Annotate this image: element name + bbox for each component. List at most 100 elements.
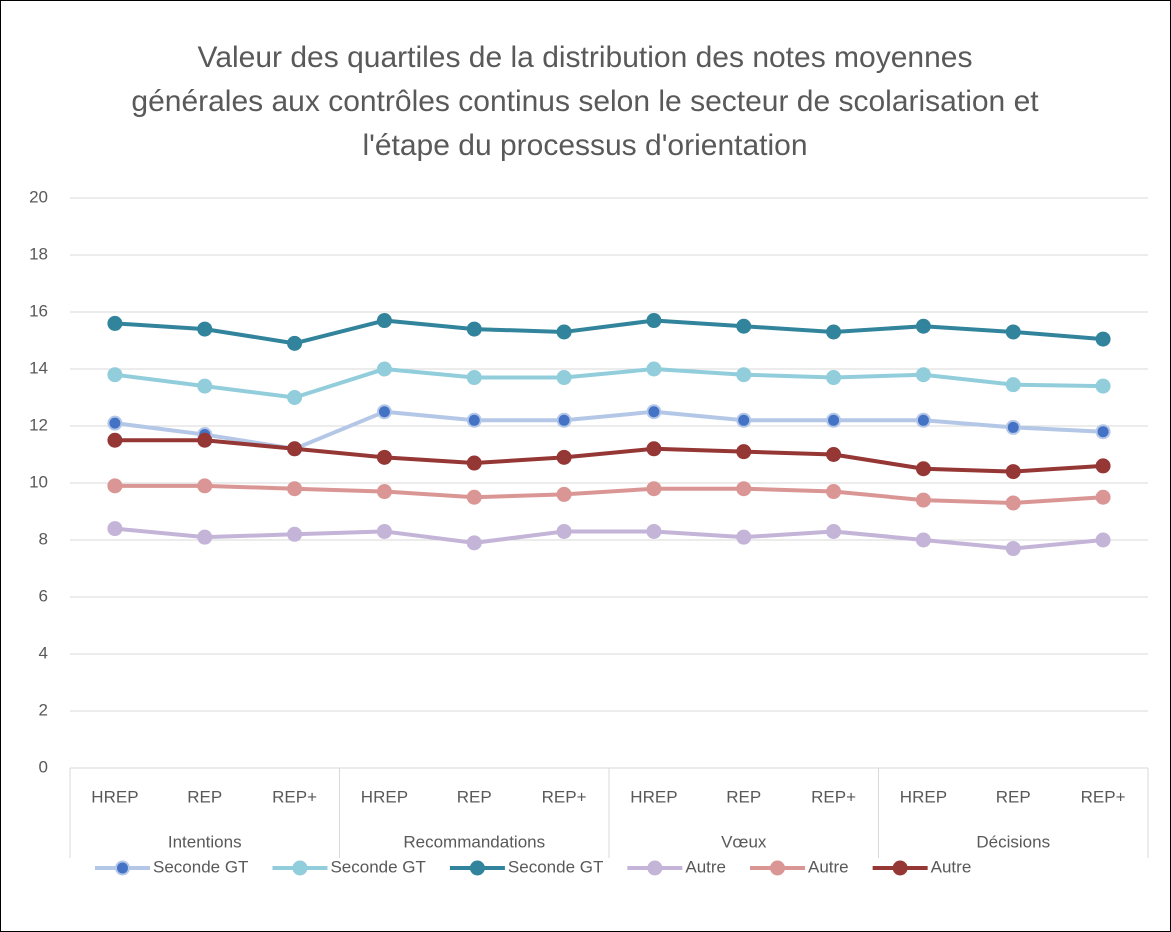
data-point [466, 489, 482, 505]
data-point [826, 324, 842, 340]
data-point [376, 313, 392, 329]
data-point [1095, 458, 1111, 474]
data-point [556, 324, 572, 340]
legend-label: Autre [808, 857, 849, 876]
legend-label: Seconde GT [153, 857, 248, 876]
data-point [1005, 495, 1021, 511]
data-point [107, 478, 123, 494]
data-point [1095, 532, 1111, 548]
data-point [376, 361, 392, 377]
x-tick-label: REP+ [542, 787, 587, 806]
data-point [376, 484, 392, 500]
data-point [826, 412, 842, 428]
legend-marker [292, 860, 308, 876]
data-point [556, 412, 572, 428]
data-point [287, 526, 303, 542]
data-point [466, 412, 482, 428]
data-point [1005, 541, 1021, 557]
data-point [1095, 424, 1111, 440]
y-tick-label: 2 [39, 700, 48, 719]
data-point [736, 367, 752, 383]
data-point [107, 521, 123, 537]
data-point [466, 370, 482, 386]
data-point [736, 481, 752, 497]
data-point [466, 455, 482, 471]
data-point [1005, 324, 1021, 340]
x-tick-label: REP [726, 787, 761, 806]
series-line [114, 367, 1104, 400]
x-tick-label: REP+ [272, 787, 317, 806]
x-tick-label: HREP [900, 787, 947, 806]
x-tick-label: HREP [630, 787, 677, 806]
data-point [1005, 464, 1021, 480]
y-tick-label: 12 [29, 415, 48, 434]
data-point [197, 529, 213, 545]
legend-label: Seconde GT [330, 857, 425, 876]
legend-marker [115, 860, 130, 876]
data-point [556, 523, 572, 539]
data-point [646, 523, 662, 539]
data-point [287, 390, 303, 405]
x-tick-label: REP [187, 787, 222, 806]
y-tick-label: 18 [29, 244, 48, 263]
y-tick-label: 16 [29, 301, 48, 320]
data-point [915, 412, 931, 428]
y-tick-label: 0 [39, 757, 48, 776]
data-point [826, 484, 842, 500]
data-point [826, 370, 842, 386]
data-point [915, 318, 931, 334]
y-tick-label: 10 [29, 472, 48, 491]
data-point [915, 492, 931, 508]
data-point [556, 486, 572, 502]
group-label: Décisions [976, 832, 1050, 851]
data-point [915, 367, 931, 383]
data-point [646, 313, 662, 329]
legend-label: Autre [931, 857, 972, 876]
data-point [376, 523, 392, 539]
data-point [1095, 331, 1111, 347]
data-point [736, 318, 752, 334]
data-point [197, 478, 213, 494]
data-point [646, 441, 662, 457]
series-line [114, 409, 1104, 451]
series-line [114, 526, 1104, 551]
data-point [1095, 378, 1111, 394]
data-point [107, 315, 123, 331]
y-tick-label: 20 [29, 187, 48, 206]
data-point [915, 461, 931, 477]
data-point [1005, 377, 1021, 393]
data-point [376, 449, 392, 465]
legend-marker [892, 860, 908, 876]
data-point [1095, 489, 1111, 505]
data-point [107, 367, 123, 383]
legend-marker [770, 860, 785, 876]
data-point [646, 404, 662, 420]
y-tick-label: 6 [39, 586, 48, 605]
data-point [556, 449, 572, 465]
legend-marker [647, 860, 663, 876]
data-point [736, 412, 752, 428]
y-tick-label: 8 [39, 529, 48, 548]
chart-title: Valeur des quartiles de la distribution … [131, 41, 1039, 162]
x-tick-label: HREP [361, 787, 408, 806]
x-tick-label: REP [457, 787, 492, 806]
data-point [646, 361, 662, 377]
group-label: Recommandations [403, 832, 545, 851]
legend-marker [469, 860, 485, 876]
data-point [466, 321, 482, 337]
data-point [736, 444, 752, 460]
data-point [107, 432, 123, 448]
data-point [287, 441, 303, 457]
data-point [107, 415, 123, 431]
data-point [287, 335, 303, 351]
x-tick-label: REP+ [1081, 787, 1126, 806]
y-tick-label: 4 [39, 643, 48, 662]
data-point [556, 370, 572, 386]
group-label: Intentions [168, 832, 242, 851]
data-point [915, 532, 931, 548]
series-line [114, 318, 1104, 346]
group-label: Vœux [721, 832, 767, 851]
data-point [736, 529, 752, 545]
